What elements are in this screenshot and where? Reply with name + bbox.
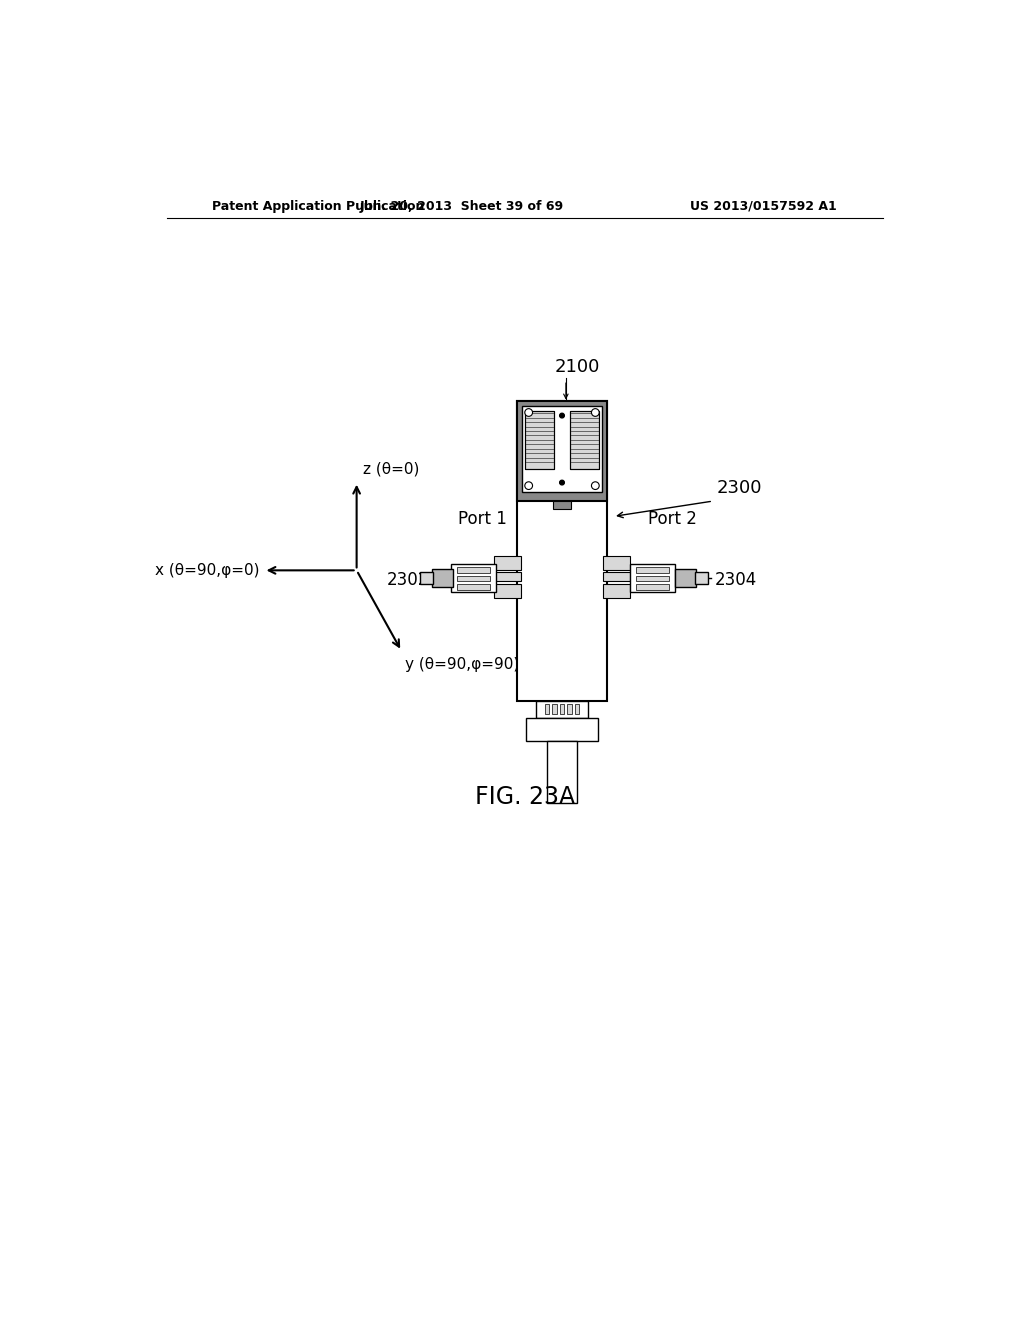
Bar: [554, 502, 570, 508]
Text: US 2013/0157592 A1: US 2013/0157592 A1: [690, 199, 837, 213]
Bar: [524, 411, 554, 469]
Text: Port 2: Port 2: [648, 510, 697, 528]
Bar: [603, 557, 630, 570]
Bar: [458, 568, 489, 573]
Text: z (θ=0): z (θ=0): [362, 462, 419, 477]
Text: Jun. 20, 2013  Sheet 39 of 69: Jun. 20, 2013 Sheet 39 of 69: [359, 199, 563, 213]
Bar: [694, 572, 708, 585]
Bar: [560, 704, 564, 714]
Bar: [494, 557, 521, 570]
Bar: [574, 704, 580, 714]
Circle shape: [560, 413, 564, 418]
Text: 2302: 2302: [387, 570, 429, 589]
Text: 2304: 2304: [715, 570, 757, 589]
Circle shape: [560, 480, 564, 484]
Text: FIG. 23A: FIG. 23A: [475, 785, 574, 809]
Bar: [547, 742, 577, 803]
Bar: [569, 411, 599, 469]
Bar: [567, 704, 571, 714]
Bar: [675, 569, 696, 587]
Circle shape: [592, 409, 599, 416]
Bar: [526, 718, 598, 742]
Bar: [636, 576, 669, 581]
Bar: [517, 401, 607, 701]
Bar: [569, 411, 599, 469]
Bar: [458, 576, 489, 581]
Bar: [552, 704, 557, 714]
Bar: [452, 564, 496, 591]
Bar: [603, 572, 630, 581]
Text: 2300: 2300: [717, 479, 763, 498]
Bar: [522, 407, 601, 492]
Bar: [524, 411, 554, 469]
Text: x (θ=90,φ=0): x (θ=90,φ=0): [156, 562, 260, 578]
Bar: [494, 585, 521, 598]
Bar: [494, 572, 521, 581]
Bar: [432, 569, 453, 587]
Bar: [517, 401, 607, 502]
Bar: [636, 585, 669, 590]
Text: Port 1: Port 1: [458, 510, 507, 528]
Bar: [636, 568, 669, 573]
Bar: [420, 572, 433, 585]
Bar: [603, 585, 630, 598]
Text: y (θ=90,φ=90): y (θ=90,φ=90): [404, 656, 519, 672]
Circle shape: [524, 409, 532, 416]
Text: 2100: 2100: [555, 358, 600, 376]
Text: Patent Application Publication: Patent Application Publication: [212, 199, 424, 213]
Bar: [630, 564, 675, 591]
Circle shape: [524, 482, 532, 490]
Bar: [536, 701, 589, 718]
Bar: [458, 585, 489, 590]
Bar: [545, 704, 549, 714]
Circle shape: [592, 482, 599, 490]
